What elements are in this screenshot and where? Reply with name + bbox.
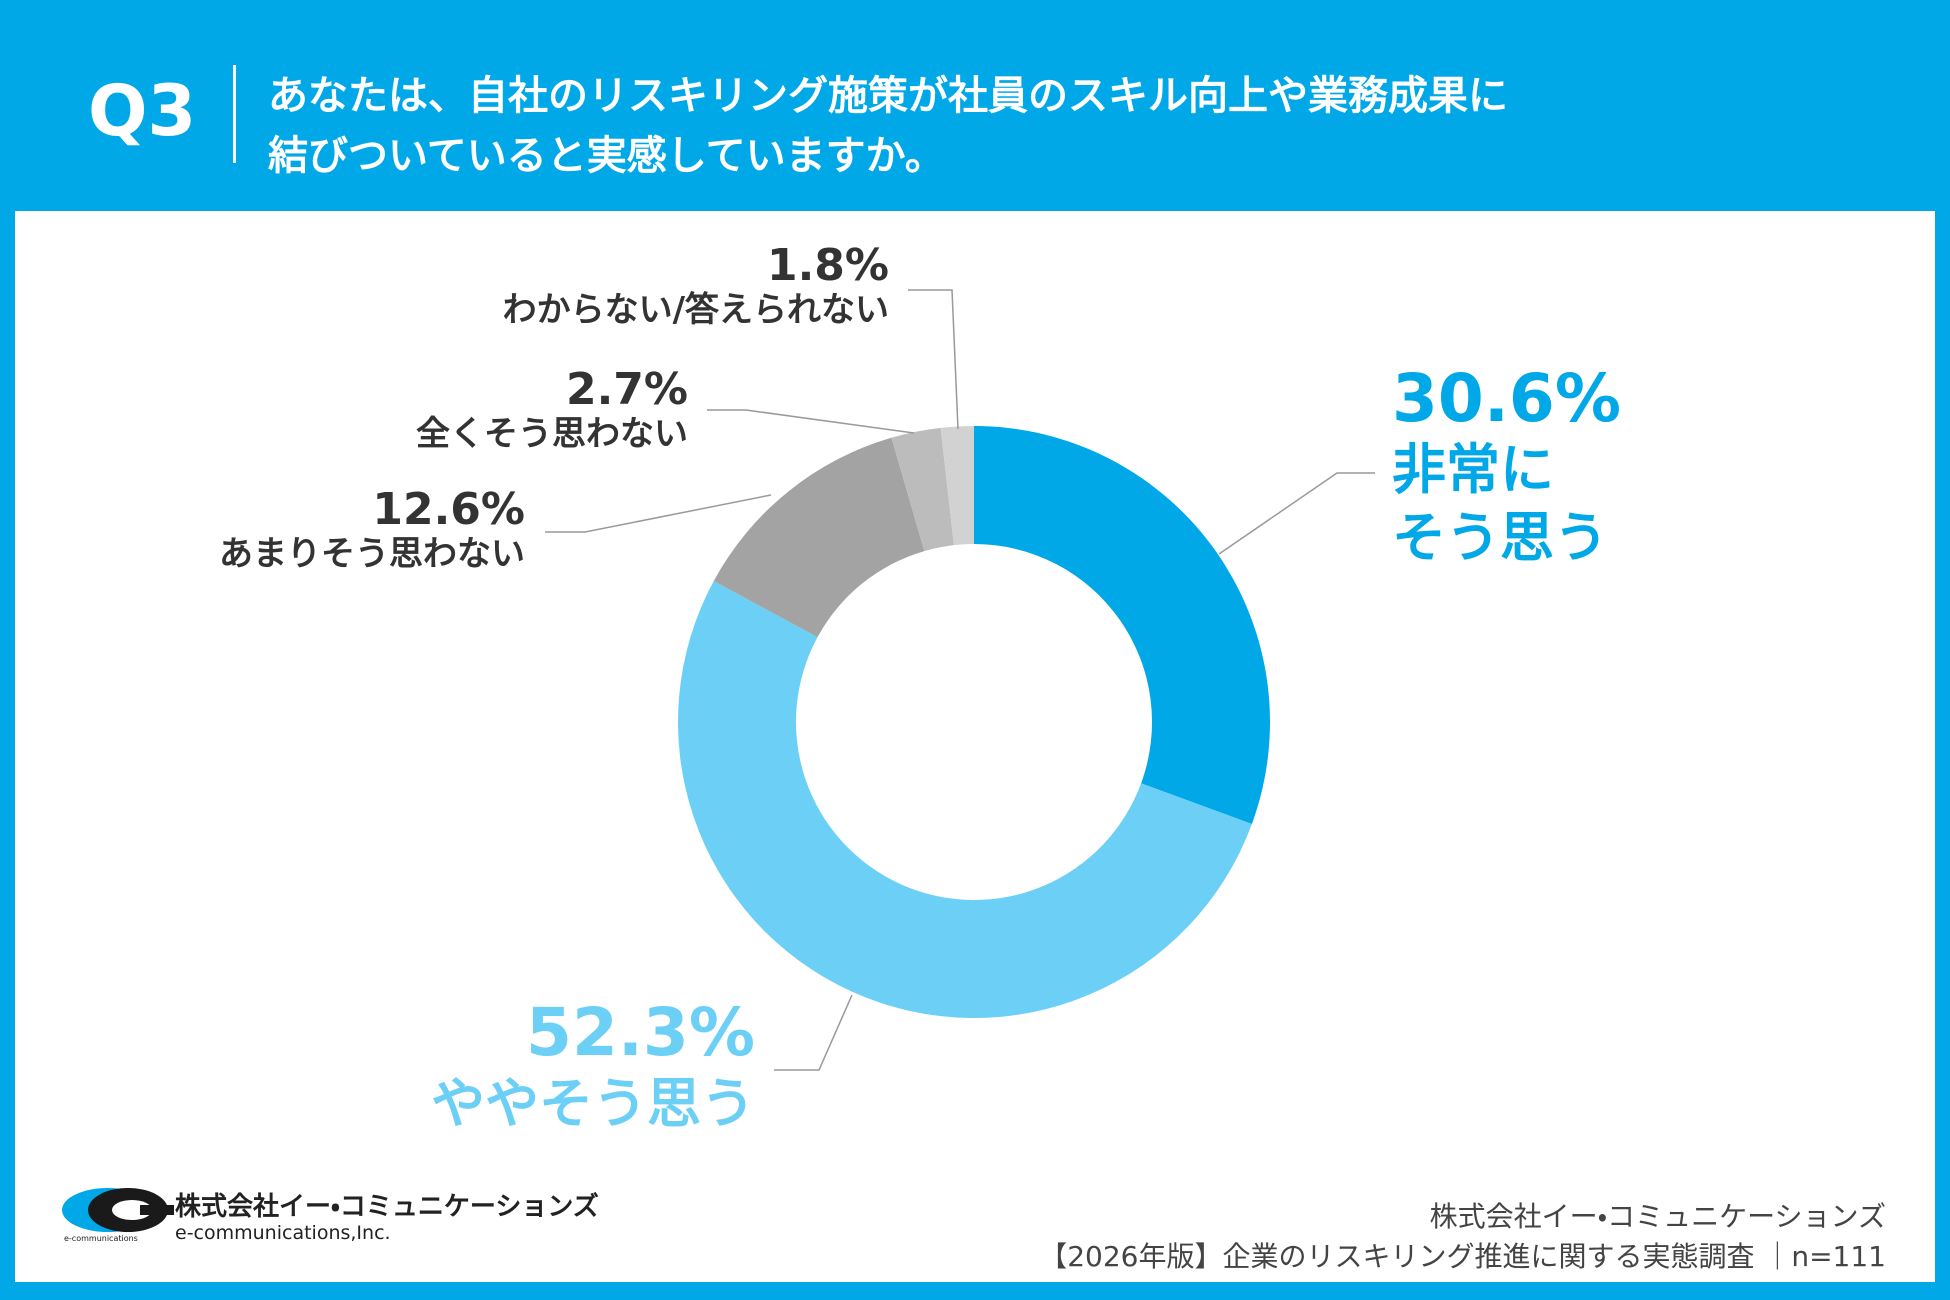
logo-shape	[140, 1205, 174, 1215]
slice	[678, 581, 1252, 1018]
slice	[713, 437, 925, 638]
category-label: ややそう思う	[431, 1072, 755, 1135]
value-label: 1.8%	[766, 240, 889, 291]
question-label: Q3	[88, 70, 197, 152]
source-survey: 【2026年版】企業のリスキリング推進に関する実態調査 ｜n=111	[1039, 1240, 1886, 1273]
value-label: 30.6%	[1392, 360, 1621, 437]
slice	[891, 427, 954, 552]
logo	[62, 1188, 174, 1232]
leader-line	[1218, 472, 1375, 555]
logo-mark: e-communications	[64, 1234, 138, 1243]
category-label: 非常に そう思う	[1392, 438, 1608, 569]
category-label: 全くそう思わない	[416, 414, 688, 454]
category-label: あまりそう思わない	[219, 534, 525, 574]
content-panel	[15, 211, 1935, 1282]
leader-line	[545, 494, 772, 533]
question-title: あなたは、自社のリスキリング施策が社員のスキル向上や業務成果に 結びついていると…	[268, 73, 1508, 179]
leader-line	[908, 289, 959, 430]
value-label: 12.6%	[372, 484, 525, 535]
slice	[940, 426, 974, 546]
separator	[233, 65, 236, 163]
slice	[974, 426, 1271, 825]
logo-name: 株式会社イー・コミュニケーションズ	[175, 1192, 599, 1222]
source-company: 株式会社イー・コミュニケーションズ	[1429, 1200, 1886, 1233]
category-label: わからない/答えられない	[502, 290, 889, 330]
leader-line	[707, 409, 915, 434]
leader-line	[774, 994, 853, 1071]
value-label: 52.3%	[526, 994, 755, 1071]
logo-sub: e-communications,Inc.	[175, 1222, 391, 1244]
value-label: 2.7%	[565, 364, 688, 415]
